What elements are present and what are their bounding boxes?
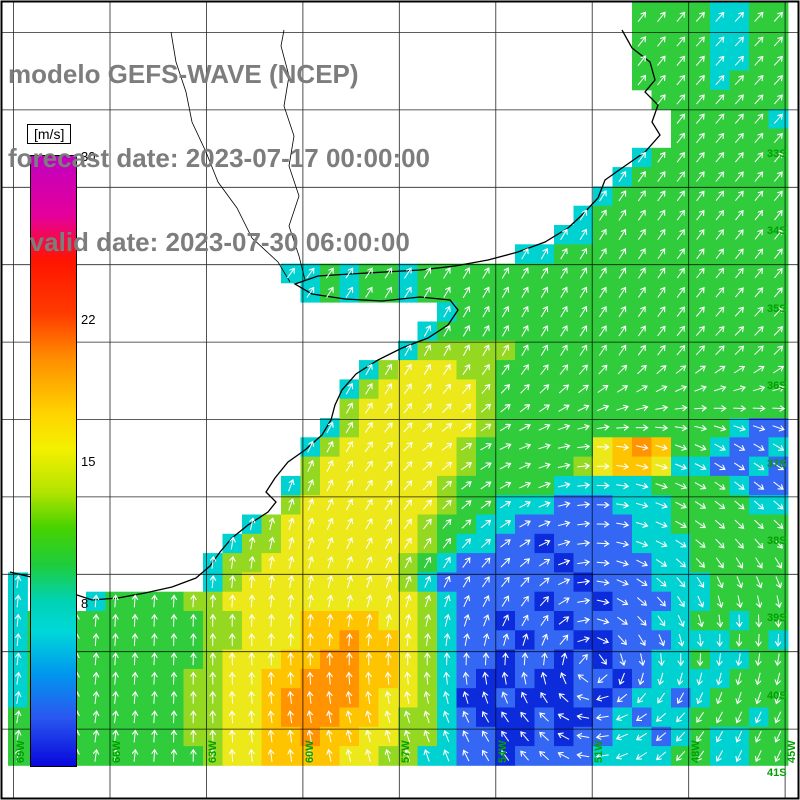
colorbar-tick: 22 [81, 311, 96, 327]
colorbar-gradient [30, 155, 77, 767]
heatmap-cells [8, 2, 789, 766]
colorbar-tick: 30 [81, 149, 96, 164]
colorbar-unit-label: [m/s] [27, 124, 72, 144]
coastline [9, 29, 661, 601]
wind-direction-arrows [17, 12, 785, 761]
colorbar-tick: 15 [81, 454, 96, 469]
colorbar-tick: 8 [81, 596, 89, 612]
